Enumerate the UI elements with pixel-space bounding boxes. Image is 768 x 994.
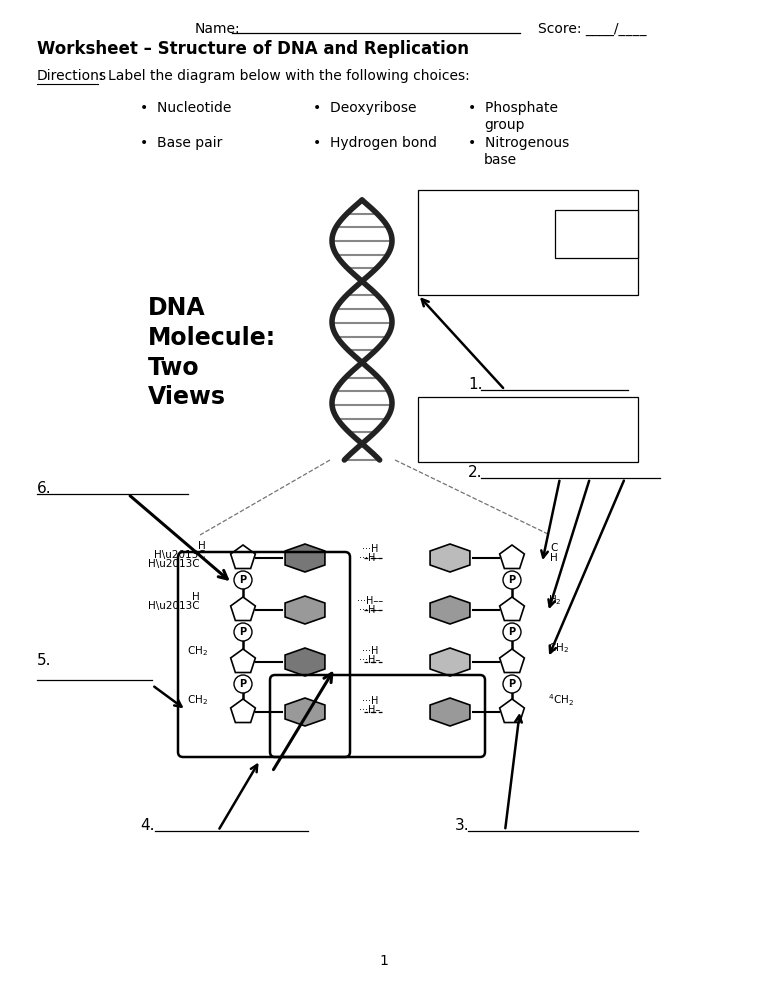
Text: 5.: 5. [37, 653, 51, 668]
Text: P: P [508, 627, 515, 637]
Text: ···H–: ···H– [359, 655, 381, 665]
Bar [555, 210, 638, 258]
Text: ···H: ···H [362, 646, 378, 656]
Text: Two: Two [148, 356, 200, 380]
Polygon shape [430, 596, 470, 624]
Polygon shape [500, 649, 525, 673]
Polygon shape [500, 545, 525, 569]
Polygon shape [285, 596, 325, 624]
Text: ···H: ···H [362, 696, 378, 706]
Text: Score: ____/____: Score: ____/____ [538, 22, 647, 36]
Text: H$_2$: H$_2$ [548, 593, 561, 607]
Text: Molecule:: Molecule: [148, 326, 276, 350]
Bar [418, 397, 638, 462]
Text: ···H–: ···H– [359, 705, 381, 715]
Polygon shape [430, 544, 470, 572]
Text: •  Deoxyribose: • Deoxyribose [313, 101, 416, 115]
Text: •  Nucleotide: • Nucleotide [140, 101, 231, 115]
Polygon shape [230, 649, 256, 673]
Text: ···H–: ···H– [359, 553, 381, 563]
Text: CH$_2$: CH$_2$ [187, 644, 208, 658]
Text: •  Base pair: • Base pair [140, 136, 223, 150]
Text: H\u2013C: H\u2013C [148, 559, 200, 569]
Polygon shape [430, 648, 470, 676]
Text: Directions: Directions [37, 69, 107, 83]
Text: 6.: 6. [37, 481, 51, 496]
Text: •  Nitrogenous: • Nitrogenous [468, 136, 569, 150]
Text: H: H [198, 541, 206, 551]
Text: P: P [240, 575, 247, 585]
Polygon shape [230, 597, 256, 620]
Text: H: H [192, 592, 200, 602]
Circle shape [503, 675, 521, 693]
Text: Name:: Name: [195, 22, 240, 36]
Text: Worksheet – Structure of DNA and Replication: Worksheet – Structure of DNA and Replica… [37, 40, 469, 58]
Text: H\u2013C: H\u2013C [154, 550, 206, 560]
Text: P: P [240, 679, 247, 689]
Circle shape [234, 675, 252, 693]
Text: •  Phosphate: • Phosphate [468, 101, 558, 115]
Text: 1: 1 [379, 954, 389, 968]
Text: group: group [484, 118, 525, 132]
Text: Views: Views [148, 385, 226, 409]
Polygon shape [285, 698, 325, 726]
Polygon shape [500, 597, 525, 620]
Polygon shape [500, 699, 525, 723]
Text: •  Hydrogen bond: • Hydrogen bond [313, 136, 437, 150]
Text: P: P [508, 679, 515, 689]
Text: CH$_2$: CH$_2$ [187, 693, 208, 707]
Text: ···H––: ···H–– [357, 596, 383, 606]
Polygon shape [285, 648, 325, 676]
Polygon shape [230, 699, 256, 723]
Text: CH$_2$: CH$_2$ [548, 641, 569, 655]
Text: 3.: 3. [455, 818, 469, 833]
Circle shape [503, 571, 521, 589]
Polygon shape [285, 544, 325, 572]
Text: DNA: DNA [148, 296, 206, 320]
Circle shape [234, 623, 252, 641]
Bar [418, 190, 638, 295]
Text: $^4$CH$_2$: $^4$CH$_2$ [548, 692, 574, 708]
Polygon shape [230, 545, 256, 569]
Text: P: P [508, 575, 515, 585]
Text: base: base [484, 153, 517, 167]
Text: 4.: 4. [140, 818, 154, 833]
Text: H: H [550, 553, 558, 563]
Text: : Label the diagram below with the following choices:: : Label the diagram below with the follo… [99, 69, 470, 83]
Polygon shape [430, 698, 470, 726]
Text: ···H: ···H [362, 544, 378, 554]
Text: C: C [550, 543, 558, 553]
Text: H\u2013C: H\u2013C [148, 601, 200, 611]
Text: ···H–: ···H– [359, 605, 381, 615]
Text: 2.: 2. [468, 465, 482, 480]
Text: P: P [240, 627, 247, 637]
Circle shape [503, 623, 521, 641]
Circle shape [234, 571, 252, 589]
Text: 1.: 1. [468, 377, 482, 392]
